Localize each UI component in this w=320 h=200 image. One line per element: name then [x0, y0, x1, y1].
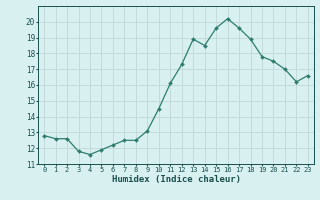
X-axis label: Humidex (Indice chaleur): Humidex (Indice chaleur): [111, 175, 241, 184]
